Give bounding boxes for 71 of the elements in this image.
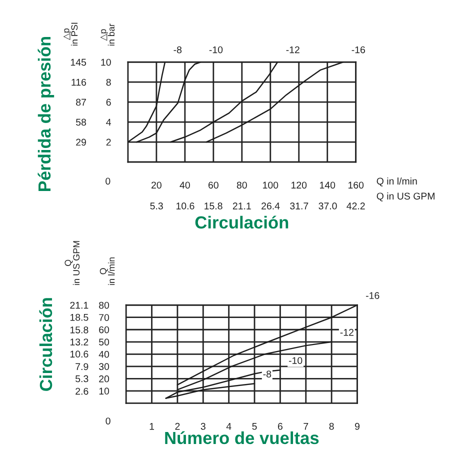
y2-tick-label: 2.6 <box>76 388 88 395</box>
text: 0 <box>106 418 110 424</box>
x2-tick-label: 5.3 <box>150 202 163 210</box>
y2-tick-label: 18.5 <box>70 314 88 321</box>
x2-tick-label: 10.6 <box>176 202 194 210</box>
y2-tick-label: 145 <box>70 58 86 66</box>
y2-tick-label: 87 <box>76 98 86 106</box>
series-label: -10 <box>288 357 302 364</box>
x-tick-label: 2 <box>175 422 180 430</box>
x-tick-label: 120 <box>292 182 307 189</box>
y-tick-label: 10 <box>101 58 111 66</box>
x-tick-label: 4 <box>226 423 232 430</box>
x-tick-label: 7 <box>304 423 308 430</box>
y-tick-label: 40 <box>98 350 110 358</box>
y2-tick-label: 29 <box>76 138 86 146</box>
x-axis-title: Q in l/min <box>376 177 417 186</box>
y-axis-title: △p in bar <box>100 24 115 46</box>
x-tick-label: 80 <box>236 182 247 189</box>
series-label: -8 <box>263 370 272 378</box>
y2-tick-label: 21.1 <box>70 302 88 309</box>
text: Circulación <box>39 298 52 391</box>
x-tick-label: 8 <box>329 422 334 430</box>
x-tick-label: 100 <box>263 182 278 189</box>
y-tick-label: 2 <box>106 138 111 146</box>
series-label: -16 <box>366 292 380 300</box>
y-tick-label: 80 <box>99 302 110 309</box>
series-label: -12 <box>340 328 354 336</box>
x2-tick-label: 21.1 <box>232 202 251 210</box>
series-label: -8 <box>174 46 182 54</box>
x2-tick-label: 15.8 <box>204 202 222 210</box>
y2-tick-label: 15.8 <box>70 326 88 334</box>
y-tick-label: 50 <box>99 338 110 346</box>
x-tick-label: 3 <box>200 422 206 430</box>
y2-tick-label: 5.3 <box>76 375 88 382</box>
x-tick-label: 40 <box>180 182 190 189</box>
text: 0 <box>106 178 110 185</box>
text: Número de vueltas <box>165 431 319 444</box>
x-tick-label: 140 <box>320 182 336 189</box>
y2-tick-label: 58 <box>76 118 86 126</box>
text: Pérdida de presión <box>38 36 54 192</box>
x-tick-label: 9 <box>355 422 360 430</box>
y-tick-label: 6 <box>106 98 111 106</box>
y2-axis-title: Q in US GPM <box>64 241 80 285</box>
x-tick-label: 60 <box>208 182 218 189</box>
x-tick-label: 5 <box>252 423 257 430</box>
y-tick-label: 30 <box>98 363 110 370</box>
x2-tick-label: 42.2 <box>346 202 365 210</box>
series-label: -16 <box>352 46 365 54</box>
y2-axis-title: △p in PSI <box>63 22 78 46</box>
y-tick-label: 70 <box>99 314 110 321</box>
x2-tick-label: 37.0 <box>318 202 337 210</box>
y-tick-label: 60 <box>99 326 110 334</box>
y-tick-label: 10 <box>99 388 110 395</box>
y-tick-label: 8 <box>106 78 111 86</box>
y-axis-title: Q in l/min <box>100 257 115 285</box>
x2-axis-title: Q in US GPM <box>376 192 434 202</box>
text: Circulación <box>195 216 288 229</box>
x2-tick-label: 26.4 <box>262 202 280 210</box>
y2-tick-label: 7.9 <box>76 363 88 370</box>
x2-tick-label: 31.7 <box>290 202 308 210</box>
y-tick-label: 20 <box>99 375 110 382</box>
y-tick-label: 4 <box>106 118 112 126</box>
series-label: -12 <box>286 46 300 54</box>
x-tick-label: 1 <box>150 423 154 430</box>
y2-tick-label: 13.2 <box>70 338 88 346</box>
series-label: -10 <box>209 46 223 54</box>
y2-tick-label: 116 <box>72 78 86 86</box>
x-tick-label: 160 <box>348 182 364 189</box>
x-tick-label: 20 <box>152 182 162 189</box>
x-tick-label: 6 <box>278 422 282 430</box>
y2-tick-label: 10.6 <box>70 350 88 358</box>
